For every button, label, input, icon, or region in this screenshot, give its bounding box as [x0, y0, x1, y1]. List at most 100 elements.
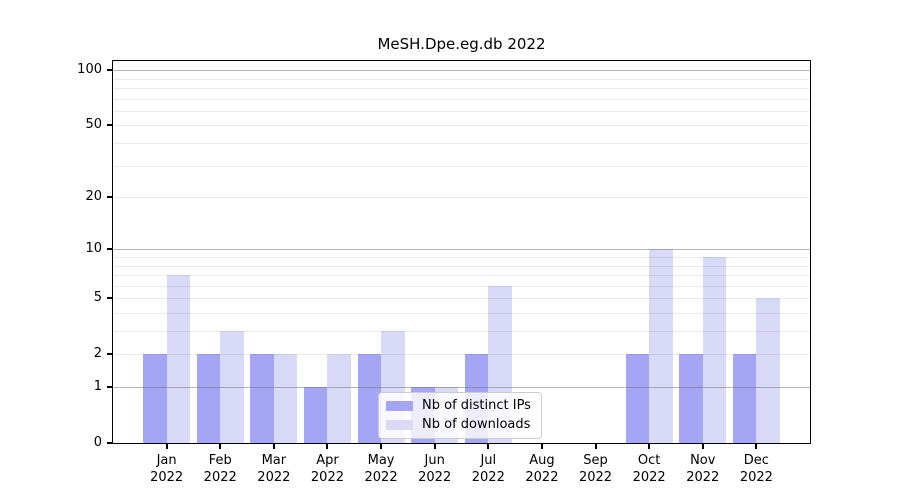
- x-tick-year: 2022: [632, 470, 666, 485]
- x-tick-year: 2022: [203, 470, 237, 485]
- x-tick-label: Apr 2022: [297, 452, 357, 486]
- x-tick-month: Dec: [743, 453, 769, 468]
- x-tick-label: Jun 2022: [405, 452, 465, 486]
- bar-downloads-oct: [649, 249, 673, 443]
- gridline-minor: [113, 98, 810, 100]
- chart-title: MeSH.Dpe.eg.db 2022: [377, 35, 546, 53]
- x-tick-mark: [326, 444, 329, 449]
- x-tick-month: Apr: [316, 453, 339, 468]
- bar-ips-may: [357, 354, 382, 443]
- bar-ips-feb: [196, 354, 221, 443]
- bar-ips-dec: [732, 354, 757, 443]
- x-tick-mark: [540, 444, 543, 449]
- gridline-minor: [113, 265, 810, 267]
- x-tick-month: Mar: [261, 453, 287, 468]
- x-tick-year: 2022: [739, 470, 773, 485]
- x-tick-year: 2022: [578, 470, 613, 485]
- x-tick-mark: [648, 444, 651, 449]
- x-tick-label: Aug 2022: [512, 452, 572, 486]
- x-tick-year: 2022: [418, 470, 452, 485]
- gridline-minor: [113, 285, 810, 287]
- x-tick-year: 2022: [364, 470, 398, 485]
- bar-ips-nov: [679, 354, 703, 443]
- x-tick-mark: [594, 444, 597, 449]
- x-tick-year: 2022: [310, 470, 344, 485]
- legend-swatch-downloads: [386, 420, 413, 430]
- legend-swatch-distinct-ips: [386, 401, 413, 411]
- legend-label-distinct-ips: Nb of distinct IPs: [422, 398, 531, 413]
- gridline-major: [113, 249, 810, 251]
- x-tick-mark: [701, 444, 704, 449]
- gridline-minor: [113, 125, 810, 127]
- gridline-minor: [113, 354, 810, 356]
- x-tick-month: Jun: [424, 453, 445, 468]
- gridline-minor: [113, 165, 810, 167]
- x-tick-label: Nov 2022: [673, 452, 733, 486]
- y-tick-label: 0: [93, 435, 102, 450]
- gridline-minor: [113, 298, 810, 300]
- legend-item-downloads: Nb of downloads: [386, 417, 531, 433]
- gridline-minor: [113, 312, 810, 314]
- bar-downloads-apr: [327, 354, 351, 443]
- bar-downloads-jan: [166, 275, 191, 443]
- x-tick-month: Oct: [637, 453, 661, 468]
- y-tick-label: 50: [85, 117, 102, 133]
- bar-ips-mar: [250, 354, 274, 443]
- gridline-major: [113, 387, 810, 388]
- gridline-major: [113, 70, 810, 72]
- x-tick-mark: [487, 444, 490, 449]
- y-tick-label: 5: [93, 290, 102, 306]
- x-tick-mark: [433, 444, 436, 449]
- bar-ips-apr: [303, 387, 328, 443]
- x-tick-label: May 2022: [351, 452, 411, 486]
- bar-downloads-dec: [756, 298, 780, 443]
- x-tick-month: Nov: [690, 453, 716, 468]
- x-tick-month: Jan: [156, 453, 177, 468]
- x-tick-mark: [755, 444, 758, 449]
- gridline-minor: [113, 331, 810, 333]
- grid-layer: [113, 61, 810, 443]
- y-tick-label: 20: [85, 189, 102, 205]
- y-tick-label: 100: [77, 62, 102, 78]
- bar-downloads-nov: [702, 257, 727, 443]
- y-tick-label: 10: [85, 241, 102, 257]
- x-tick-month: Feb: [208, 453, 232, 468]
- x-tick-label: Oct 2022: [619, 452, 679, 486]
- x-tick-month: Aug: [529, 453, 555, 468]
- gridline-minor: [113, 257, 810, 258]
- legend-item-distinct-ips: Nb of distinct IPs: [386, 398, 531, 414]
- x-tick-label: Dec 2022: [726, 452, 786, 486]
- bar-ips-jan: [143, 354, 167, 443]
- legend-label-downloads: Nb of downloads: [422, 417, 531, 432]
- gridline-minor: [113, 88, 810, 90]
- x-tick-month: May: [367, 453, 395, 468]
- bar-downloads-mar: [273, 354, 298, 443]
- x-tick-year: 2022: [257, 470, 291, 485]
- x-tick-mark: [165, 444, 168, 449]
- x-tick-year: 2022: [686, 470, 720, 485]
- x-tick-label: Mar 2022: [244, 452, 304, 486]
- gridline-minor: [113, 78, 810, 80]
- x-tick-label: Sep 2022: [566, 452, 626, 486]
- x-tick-year: 2022: [471, 470, 505, 485]
- gridline-minor: [113, 197, 810, 199]
- plot-area: [112, 60, 811, 444]
- x-tick-month: Sep: [583, 453, 608, 468]
- legend: Nb of distinct IPs Nb of downloads: [378, 392, 542, 439]
- x-tick-label: Feb 2022: [190, 452, 250, 486]
- y-tick-label: 2: [93, 346, 102, 362]
- y-tick-label: 1: [93, 379, 102, 394]
- x-tick-label: Jul 2022: [458, 452, 518, 486]
- x-tick-year: 2022: [525, 470, 559, 485]
- x-tick-month: Jul: [480, 453, 497, 468]
- gridline-minor: [113, 110, 810, 112]
- bar-ips-oct: [625, 354, 650, 443]
- x-tick-label: Jan 2022: [137, 452, 197, 486]
- x-tick-mark: [380, 444, 383, 449]
- x-tick-mark: [272, 444, 275, 449]
- gridline-minor: [113, 275, 810, 277]
- gridline-minor: [113, 143, 810, 145]
- x-tick-mark: [219, 444, 222, 449]
- x-tick-year: 2022: [150, 470, 184, 485]
